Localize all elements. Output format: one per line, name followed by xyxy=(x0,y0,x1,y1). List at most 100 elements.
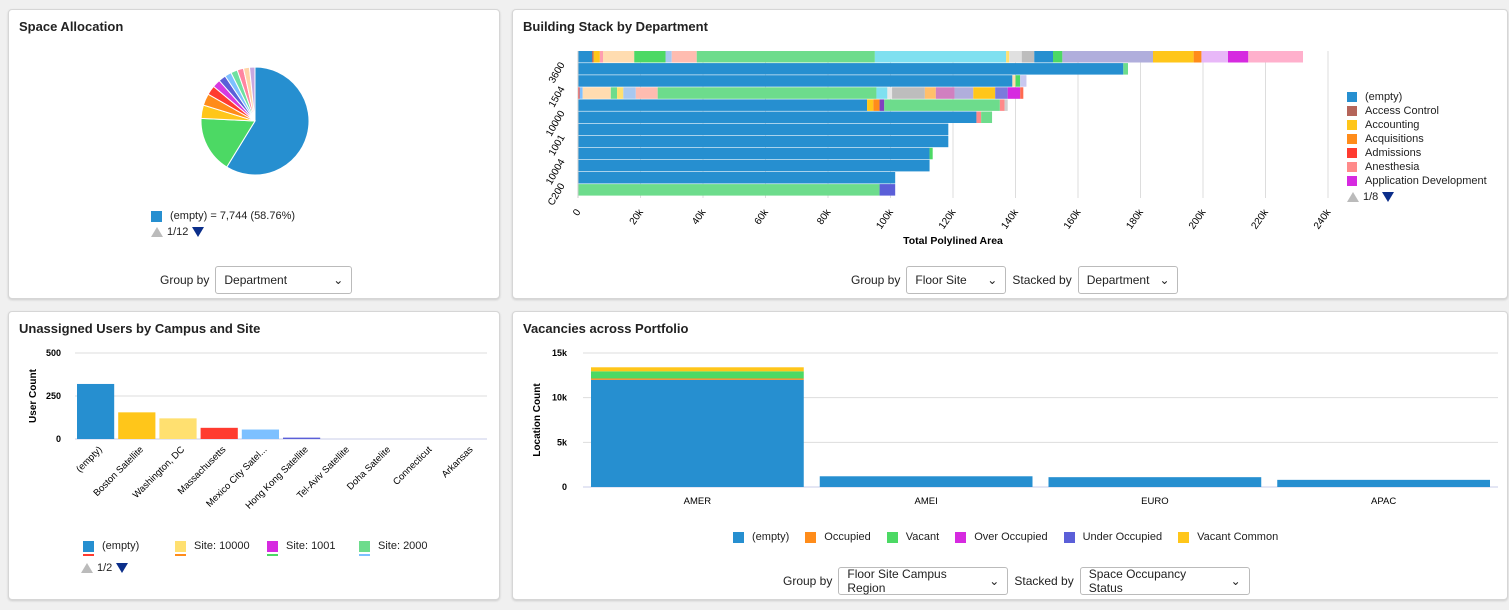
stack-segment xyxy=(578,99,868,111)
x-tick-label: 180k xyxy=(1125,207,1147,232)
legend-label: Site: 2000 xyxy=(378,540,428,552)
legend-item: Site: 10000 xyxy=(175,539,267,556)
stack-segment xyxy=(593,51,600,63)
stack-segment xyxy=(1053,51,1063,63)
stack-segment xyxy=(1021,51,1035,63)
stack-segment xyxy=(873,99,880,111)
stack-segment xyxy=(924,87,936,99)
legend-item: Admissions xyxy=(1347,146,1487,160)
y-tick-label: 250 xyxy=(46,391,61,401)
legend-swatch xyxy=(886,531,898,543)
stack-segment xyxy=(578,111,977,123)
legend-label: Acquisitions xyxy=(1365,133,1424,145)
bar-segment xyxy=(591,379,804,487)
group-by-label: Group by xyxy=(160,273,210,287)
group-by-select[interactable]: Department ⌄ xyxy=(215,266,353,294)
stack-segment xyxy=(954,87,974,99)
page-down-icon[interactable] xyxy=(1382,192,1395,202)
page-up-icon[interactable] xyxy=(81,563,93,573)
stack-segment xyxy=(999,99,1005,111)
legend-label: (empty) xyxy=(102,540,140,552)
bar xyxy=(241,429,279,439)
stack-segment xyxy=(657,87,877,99)
stack-segment xyxy=(599,51,603,63)
legend-label: Anesthesia xyxy=(1365,161,1420,173)
stack-segment xyxy=(995,87,1008,99)
y-tick-label: 15k xyxy=(552,348,568,358)
x-category-label: EURO xyxy=(1141,496,1168,507)
stacked-by-select[interactable]: Space Occupancy Status ⌄ xyxy=(1079,567,1250,595)
pie-slice xyxy=(248,66,256,122)
pager-text: 1/12 xyxy=(167,226,189,238)
group-by-select[interactable]: Floor Site ⌄ xyxy=(906,266,1007,294)
stack-segment xyxy=(578,172,896,184)
y-tick-label: 0 xyxy=(562,482,567,492)
stack-segment xyxy=(879,99,885,111)
x-tick-label: 80k xyxy=(815,207,834,227)
stack-segment xyxy=(578,51,593,63)
legend-underline xyxy=(267,554,278,556)
group-by-select[interactable]: Floor Site Campus Region ⌄ xyxy=(838,567,1009,595)
stacked-by-select[interactable]: Department ⌄ xyxy=(1077,266,1178,294)
stack-segment xyxy=(634,51,666,63)
x-category-label: Arkansas xyxy=(440,444,476,480)
page-up-icon[interactable] xyxy=(1347,192,1359,202)
stack-segment xyxy=(578,123,949,136)
legend-swatch xyxy=(267,540,278,552)
bar xyxy=(200,427,238,439)
pie-slice xyxy=(200,117,256,168)
legend-underline xyxy=(175,554,186,556)
y-axis-title: Location Count xyxy=(532,383,543,457)
page-up-icon[interactable] xyxy=(151,227,163,237)
legend-item: Site: 2000 xyxy=(359,539,451,556)
stack-segment xyxy=(617,87,624,99)
legend-label: Accounting xyxy=(1365,119,1420,131)
legend-label: (empty) xyxy=(1365,91,1403,103)
stack-segment xyxy=(1007,87,1021,99)
legend-swatch xyxy=(151,210,162,222)
pie-slice xyxy=(226,66,310,176)
bar xyxy=(283,437,321,439)
stack-segment xyxy=(671,51,697,63)
legend-swatch xyxy=(1063,531,1075,543)
legend-swatch xyxy=(1347,162,1357,172)
stack-segment xyxy=(696,51,875,63)
y-tick-label: 500 xyxy=(46,348,61,358)
x-tick-label: 20k xyxy=(628,207,647,227)
stack-segment xyxy=(1193,51,1202,63)
stack-segment xyxy=(1123,63,1128,75)
stack-segment xyxy=(1006,51,1010,63)
stack-segment xyxy=(592,51,594,63)
stack-segment xyxy=(1153,51,1194,63)
legend-underline xyxy=(359,554,370,556)
stack-segment xyxy=(976,111,982,123)
legend-swatch xyxy=(1178,531,1190,543)
stack-segment xyxy=(1020,75,1027,87)
legend-swatch xyxy=(359,540,370,552)
stack-segment xyxy=(981,111,993,123)
x-category-label: Connecticut xyxy=(391,444,435,488)
stack-segment xyxy=(1228,51,1249,63)
pager-text: 1/2 xyxy=(97,562,113,574)
x-category-label: Doha Satelite xyxy=(345,444,393,492)
page-down-icon[interactable] xyxy=(116,563,129,573)
legend-item: Acquisitions xyxy=(1347,132,1487,146)
y-category-label: 3600 xyxy=(547,60,568,85)
y-tick-label: 10k xyxy=(552,393,568,403)
x-tick-label: 140k xyxy=(1000,207,1022,232)
pie-chart xyxy=(200,66,310,176)
stacked-by-label: Stacked by xyxy=(1012,273,1072,287)
legend-label: Over Occupied xyxy=(974,531,1048,543)
group-by-label: Group by xyxy=(851,273,901,287)
select-value: Department xyxy=(1086,273,1150,287)
legend-item: Under Occupied xyxy=(1063,530,1162,544)
page-down-icon[interactable] xyxy=(192,227,205,237)
group-by-label: Group by xyxy=(783,574,833,588)
legend-item: (empty) xyxy=(1347,90,1487,104)
stack-segment xyxy=(578,135,949,148)
stack-segment xyxy=(1062,51,1153,63)
legend-label: Vacant Common xyxy=(1197,531,1279,543)
legend-item: Accounting xyxy=(1347,118,1487,132)
legend-item: Anesthesia xyxy=(1347,160,1487,174)
bar xyxy=(159,418,197,439)
